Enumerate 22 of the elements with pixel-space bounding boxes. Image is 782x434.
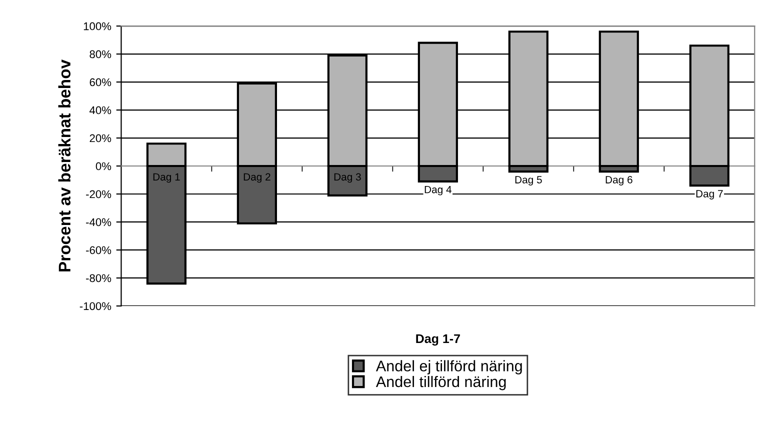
y-tick-label: 100%	[84, 22, 112, 30]
y-tick-label: 60%	[90, 78, 112, 86]
x-axis-title: Dag 1-7	[416, 334, 460, 346]
y-tick-label: -40%	[86, 218, 112, 226]
x-tick-label: Dag 2	[244, 173, 270, 183]
legend-label: Andel tillförd näring	[376, 376, 506, 390]
y-tick-label: 80%	[90, 50, 112, 58]
y-tick-label: 40%	[90, 106, 112, 114]
x-tick-label: Dag 3	[334, 173, 361, 183]
y-axis-title: Procent av beräknat behov	[58, 60, 71, 272]
y-tick-label: 20%	[90, 134, 112, 142]
x-tick-label: Dag 7	[696, 190, 723, 200]
y-tick-label: -100%	[80, 302, 112, 310]
x-tick-label: Dag 5	[515, 176, 542, 186]
y-tick-label: -80%	[86, 274, 112, 282]
y-tick-label: -20%	[86, 190, 112, 198]
x-tick-label: Dag 4	[424, 186, 452, 196]
y-tick-label: 0%	[96, 162, 112, 170]
x-tick-label: Dag 6	[606, 176, 632, 186]
x-tick-label: Dag 1	[153, 173, 180, 183]
y-tick-label: -60%	[86, 246, 112, 254]
legend-label: Andel ej tillförd näring	[376, 360, 522, 374]
